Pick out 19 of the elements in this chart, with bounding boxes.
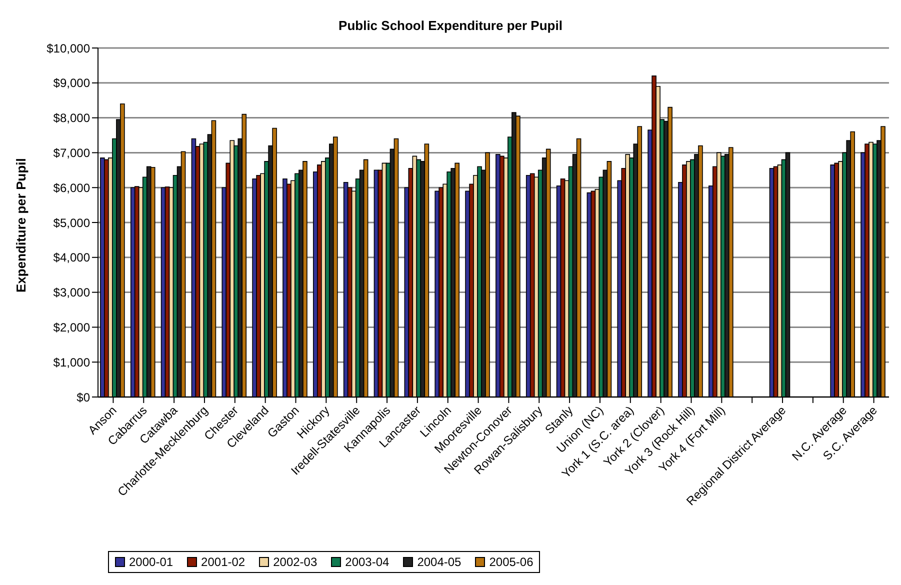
- y-tick-label: $9,000: [53, 76, 90, 90]
- y-tick-label: $0: [76, 390, 90, 404]
- y-tick-label: $4,000: [53, 250, 90, 265]
- legend-label: 2005-06: [488, 555, 534, 569]
- y-tick-label: $7,000: [53, 146, 90, 160]
- y-axis-title: Expenditure per Pupil: [14, 158, 29, 292]
- y-tick-label: $3,000: [53, 286, 90, 300]
- legend-label: 2004-05: [416, 555, 462, 569]
- chart-title: Public School Expenditure per Pupil: [338, 17, 564, 35]
- legend-label: 2002-03: [272, 555, 318, 569]
- y-tick-label: $10,000: [46, 41, 90, 56]
- y-tick-label: $8,000: [53, 111, 90, 126]
- y-tick-label: $6,000: [53, 180, 90, 195]
- y-tick-label: $5,000: [53, 216, 90, 230]
- legend-label: 2001-02: [200, 555, 246, 569]
- y-tick-label: $2,000: [53, 320, 90, 334]
- y-tick-label: $1,000: [53, 355, 90, 370]
- legend-label: 2000-01: [128, 555, 174, 569]
- legend-label: 2003-04: [344, 555, 390, 569]
